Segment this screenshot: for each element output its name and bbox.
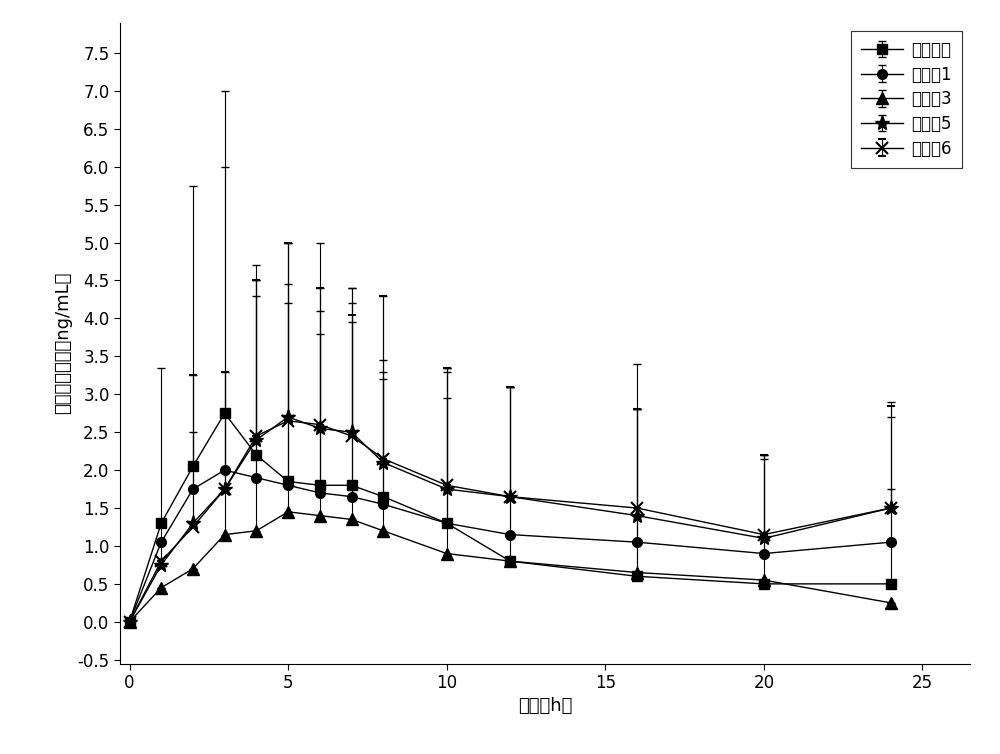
Legend: 参比制剂, 实施例1, 实施例3, 实施例5, 实施例6: 参比制剂, 实施例1, 实施例3, 实施例5, 实施例6 [851,31,962,167]
X-axis label: 时间（h）: 时间（h） [518,697,572,716]
Y-axis label: 稳态血药浓度（ng/mL）: 稳态血药浓度（ng/mL） [54,272,72,414]
